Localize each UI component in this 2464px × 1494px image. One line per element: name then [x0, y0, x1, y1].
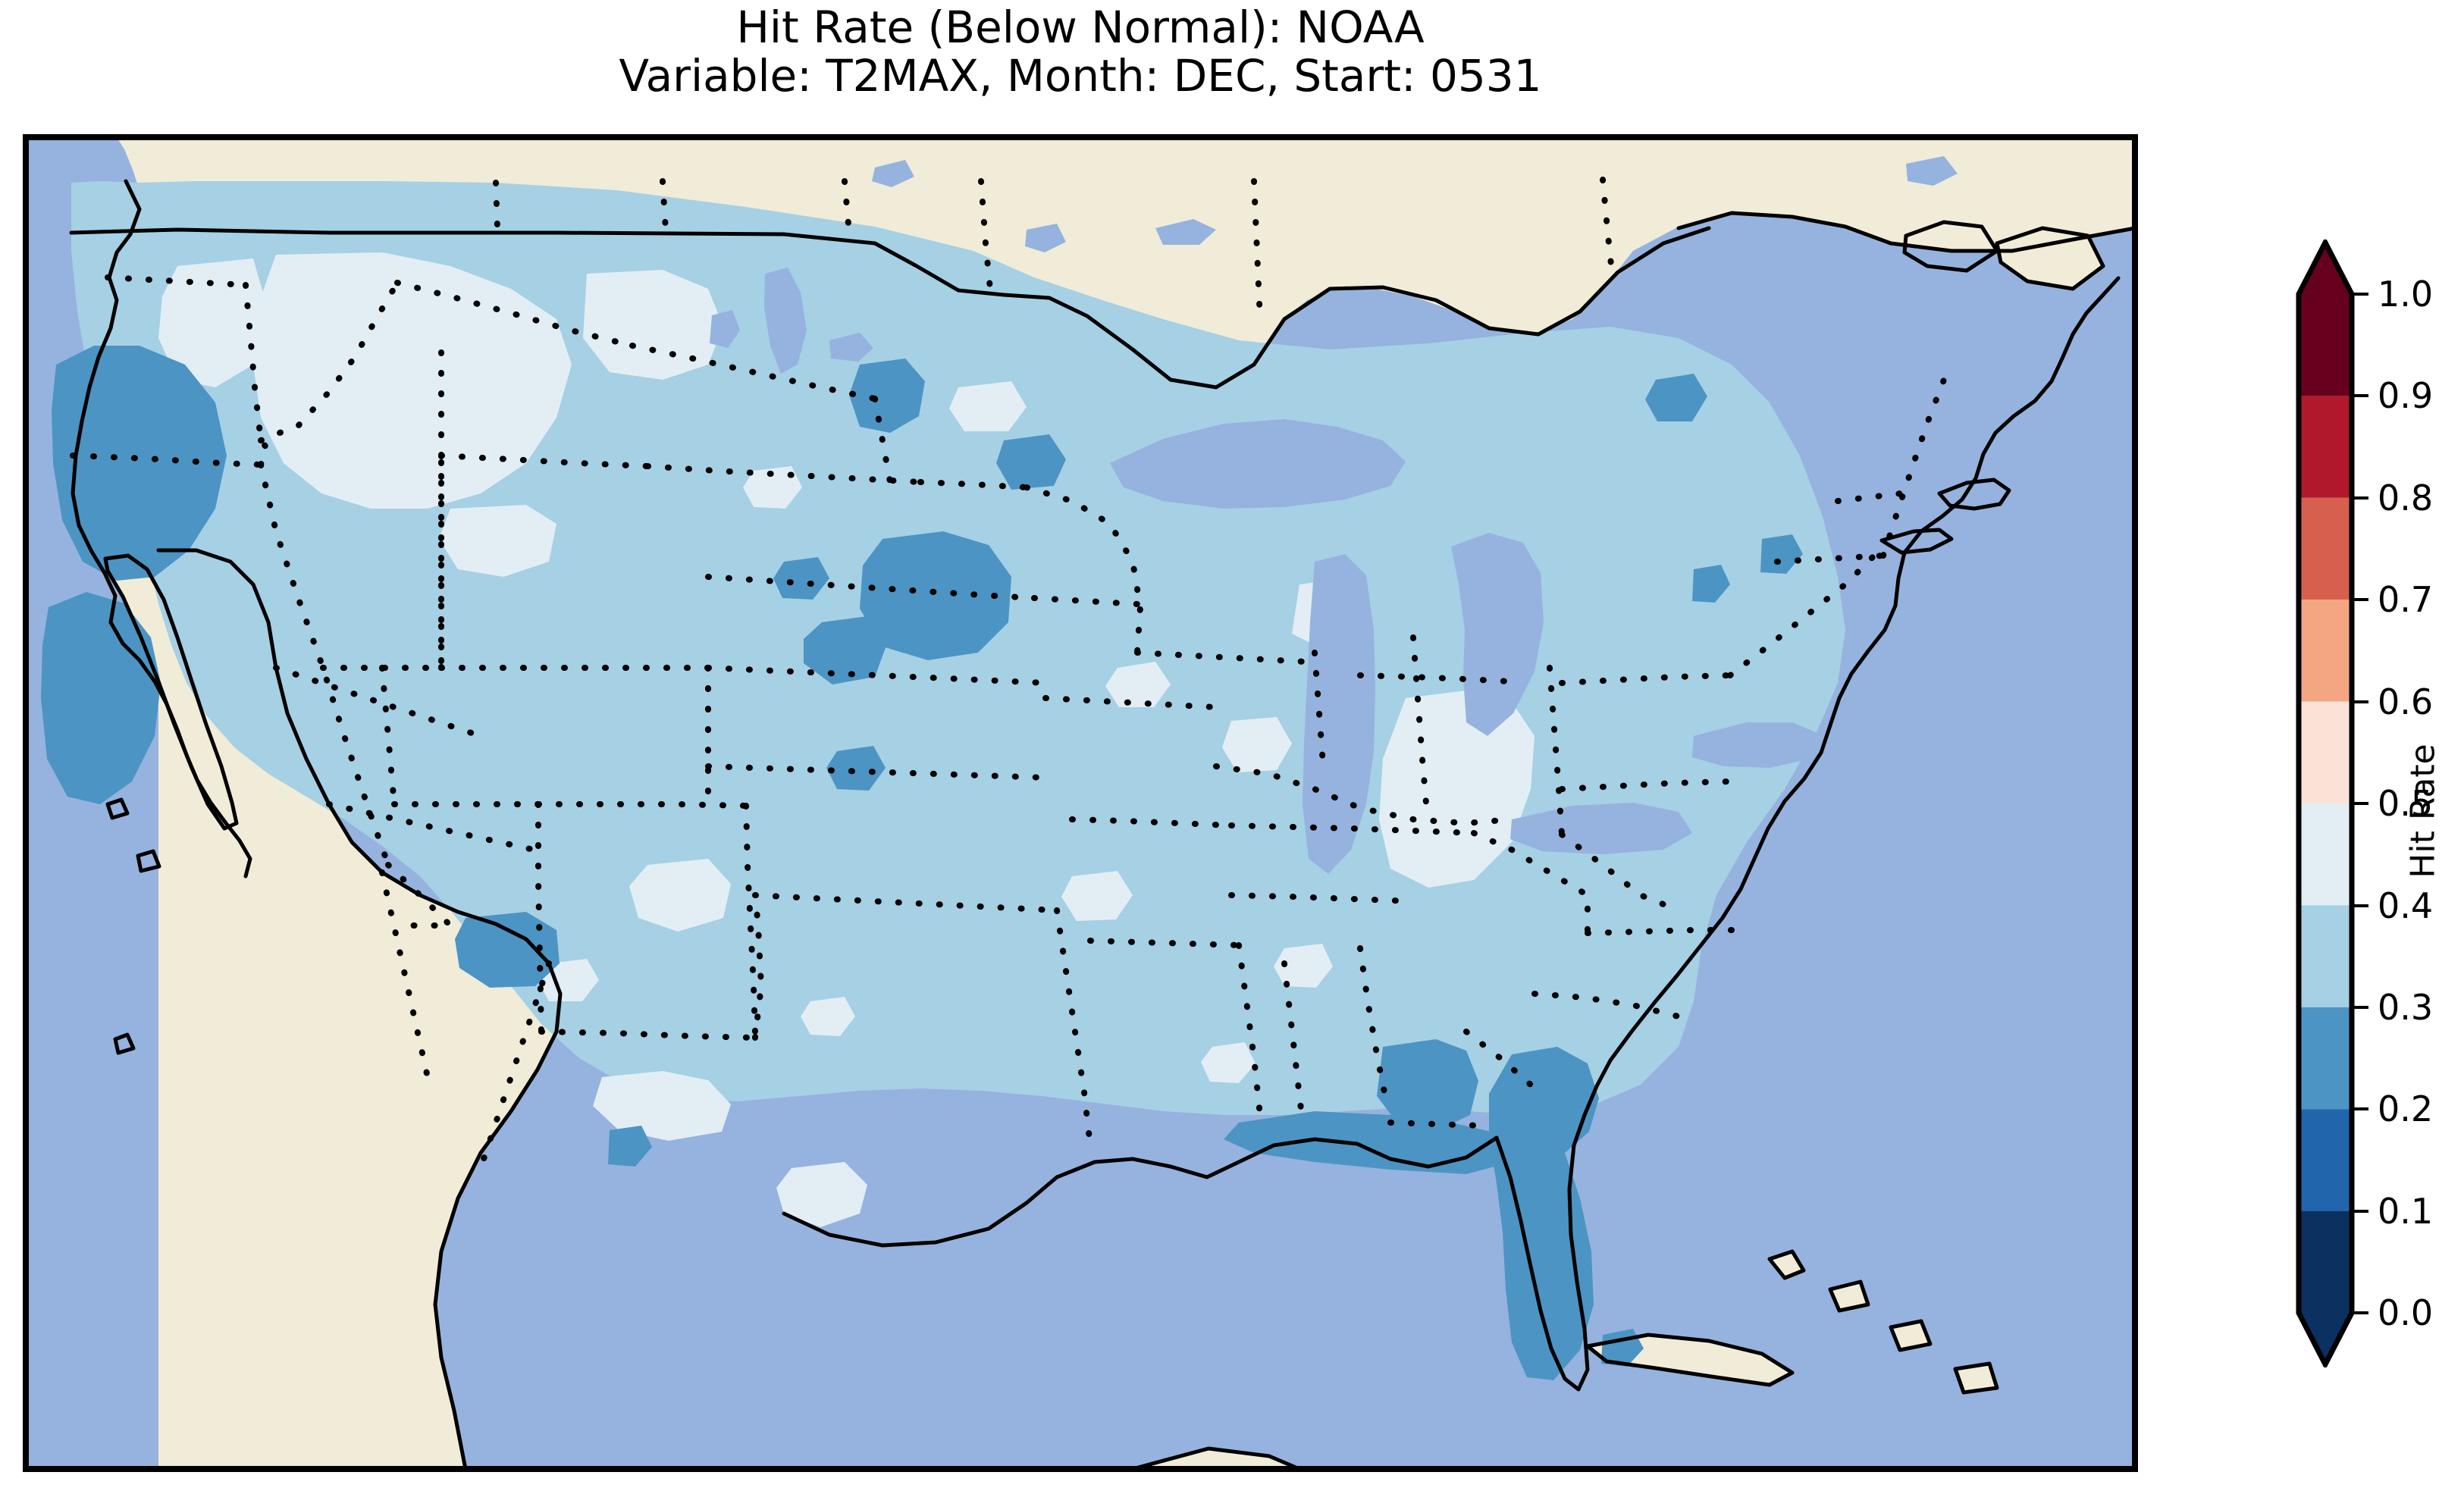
map-axes[interactable]: [23, 134, 2138, 1472]
colorbar-tick-0-8: [2352, 496, 2368, 500]
colorbar-tick-label-0-1: 0.1: [2378, 1191, 2434, 1232]
colorbar-tick-label-1-0: 1.0: [2378, 274, 2434, 315]
colorbar-tick-0-7: [2352, 598, 2368, 601]
colorbar[interactable]: [2296, 240, 2355, 1367]
colorbar-tick-label-0-2: 0.2: [2378, 1088, 2434, 1129]
colorbar-tick-1-0: [2352, 293, 2368, 296]
map-frame: [26, 137, 2135, 1469]
page-title: Hit Rate (Below Normal): NOAA Variable: …: [619, 2, 1542, 102]
colorbar-tick-label-0-7: 0.7: [2378, 579, 2434, 620]
coastlines: [69, 179, 2135, 1469]
colorbar-over-arrow: [2299, 243, 2352, 294]
map-plot[interactable]: [26, 137, 2135, 1469]
colorbar-tick-label-0-0: 0.0: [2378, 1292, 2434, 1333]
colorbar-bands: [2299, 294, 2352, 1313]
colorbar-tick-label-0-3: 0.3: [2378, 987, 2434, 1028]
state-borders: [70, 177, 1947, 1171]
colorbar-tick-0-3: [2352, 1006, 2368, 1009]
great-lakes: [710, 156, 1958, 874]
colorbar-tick-0-1: [2352, 1210, 2368, 1213]
colorbar-tick-0-2: [2352, 1107, 2368, 1110]
colorbar-tick-0-6: [2352, 700, 2368, 703]
colorbar-tick-0-4: [2352, 904, 2368, 907]
colorbar-tick-label-0-5: 0.5: [2378, 783, 2434, 824]
colorbar-tick-0-5: [2352, 802, 2368, 805]
colorbar-axis-label: Hit Rate: [2403, 744, 2443, 879]
hit-rate-grid: [41, 181, 1845, 1380]
colorbar-tick-label-0-6: 0.6: [2378, 681, 2434, 722]
colorbar-tick-label-0-8: 0.8: [2378, 478, 2434, 518]
colorbar-under-arrow: [2299, 1313, 2352, 1364]
colorbar-tick-label-0-4: 0.4: [2378, 885, 2434, 926]
colorbar-tick-0-0: [2352, 1311, 2368, 1314]
colorbar-tick-0-9: [2352, 394, 2368, 397]
colorbar-tick-label-0-9: 0.9: [2378, 375, 2434, 416]
